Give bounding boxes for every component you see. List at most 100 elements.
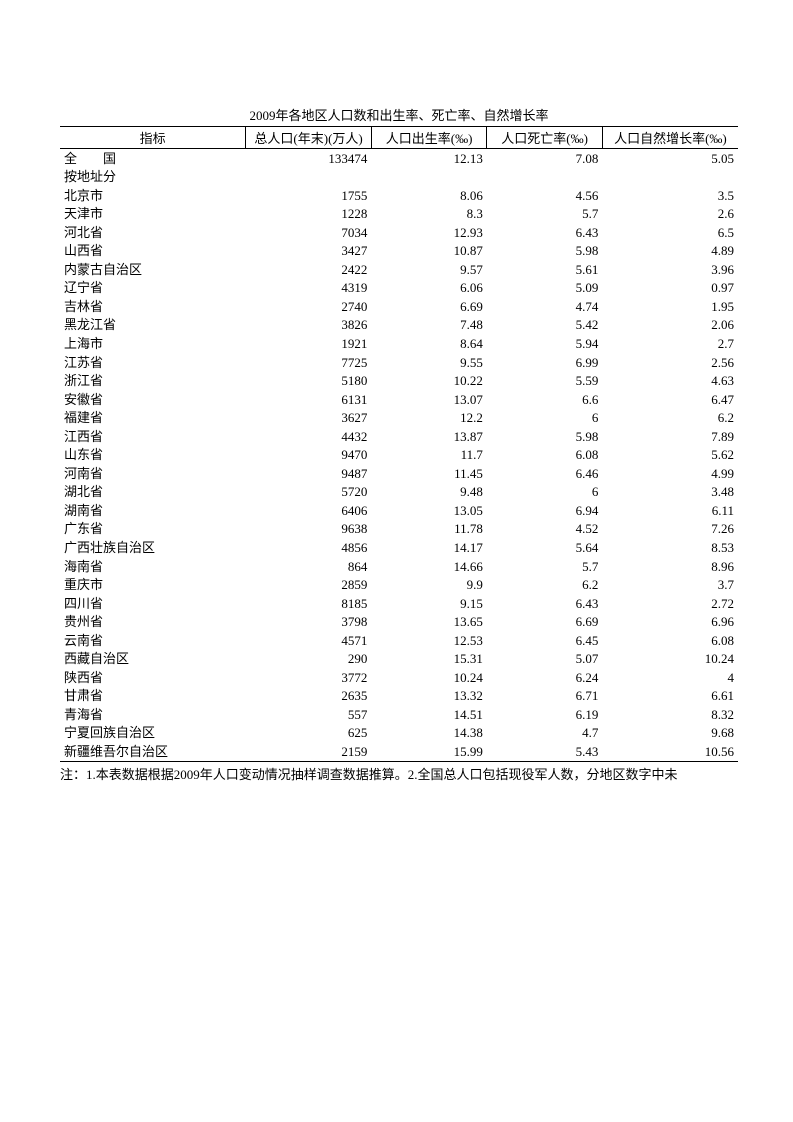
national-growth: 5.05 — [602, 149, 738, 168]
region-cell: 重庆市 — [60, 576, 246, 595]
birth-rate-cell: 15.99 — [371, 743, 487, 762]
table-header-row: 指标 总人口(年末)(万人) 人口出生率(‰) 人口死亡率(‰) 人口自然增长率… — [60, 127, 738, 149]
death-rate-cell: 6.08 — [487, 446, 603, 465]
table-row: 山西省342710.875.984.89 — [60, 242, 738, 261]
growth-rate-cell: 3.7 — [602, 576, 738, 595]
birth-rate-cell: 8.64 — [371, 334, 487, 353]
growth-rate-cell: 1.95 — [602, 297, 738, 316]
population-cell: 2635 — [246, 687, 372, 706]
birth-rate-cell: 8.3 — [371, 205, 487, 224]
birth-rate-cell: 9.48 — [371, 483, 487, 502]
birth-rate-cell: 14.51 — [371, 705, 487, 724]
table-row: 云南省457112.536.456.08 — [60, 631, 738, 650]
national-row: 全 国 133474 12.13 7.08 5.05 — [60, 149, 738, 168]
death-rate-cell: 4.7 — [487, 724, 603, 743]
region-cell: 广西壮族自治区 — [60, 538, 246, 557]
growth-rate-cell: 8.32 — [602, 705, 738, 724]
table-row: 海南省86414.665.78.96 — [60, 557, 738, 576]
population-cell: 6131 — [246, 390, 372, 409]
region-cell: 吉林省 — [60, 297, 246, 316]
birth-rate-cell: 9.9 — [371, 576, 487, 595]
birth-rate-cell: 12.53 — [371, 631, 487, 650]
table-row: 甘肃省263513.326.716.61 — [60, 687, 738, 706]
population-cell: 9487 — [246, 464, 372, 483]
death-rate-cell: 5.61 — [487, 260, 603, 279]
population-cell: 3427 — [246, 242, 372, 261]
region-cell: 陕西省 — [60, 668, 246, 687]
table-row: 西藏自治区29015.315.0710.24 — [60, 650, 738, 669]
population-cell: 7034 — [246, 223, 372, 242]
growth-rate-cell: 9.68 — [602, 724, 738, 743]
population-cell: 2422 — [246, 260, 372, 279]
region-cell: 安徽省 — [60, 390, 246, 409]
population-cell: 3627 — [246, 409, 372, 428]
region-cell: 黑龙江省 — [60, 316, 246, 335]
death-rate-cell: 5.64 — [487, 538, 603, 557]
table-row: 重庆市28599.96.23.7 — [60, 576, 738, 595]
death-rate-cell: 5.7 — [487, 205, 603, 224]
national-label: 全 国 — [60, 149, 246, 168]
table-row: 河南省948711.456.464.99 — [60, 464, 738, 483]
table-row: 陕西省377210.246.244 — [60, 668, 738, 687]
region-cell: 海南省 — [60, 557, 246, 576]
region-cell: 上海市 — [60, 334, 246, 353]
death-rate-cell: 4.56 — [487, 186, 603, 205]
growth-rate-cell: 3.96 — [602, 260, 738, 279]
population-table: 指标 总人口(年末)(万人) 人口出生率(‰) 人口死亡率(‰) 人口自然增长率… — [60, 126, 738, 762]
birth-rate-cell: 13.32 — [371, 687, 487, 706]
death-rate-cell: 4.52 — [487, 520, 603, 539]
region-cell: 河南省 — [60, 464, 246, 483]
table-row: 青海省55714.516.198.32 — [60, 705, 738, 724]
death-rate-cell: 6.24 — [487, 668, 603, 687]
birth-rate-cell: 9.57 — [371, 260, 487, 279]
region-cell: 江西省 — [60, 427, 246, 446]
birth-rate-cell: 12.93 — [371, 223, 487, 242]
growth-rate-cell: 6.61 — [602, 687, 738, 706]
section-row: 按地址分 — [60, 168, 738, 187]
birth-rate-cell: 6.06 — [371, 279, 487, 298]
region-cell: 甘肃省 — [60, 687, 246, 706]
birth-rate-cell: 13.07 — [371, 390, 487, 409]
death-rate-cell: 5.43 — [487, 743, 603, 762]
growth-rate-cell: 2.06 — [602, 316, 738, 335]
growth-rate-cell: 3.48 — [602, 483, 738, 502]
region-cell: 北京市 — [60, 186, 246, 205]
population-cell: 4571 — [246, 631, 372, 650]
growth-rate-cell: 4.63 — [602, 372, 738, 391]
growth-rate-cell: 7.26 — [602, 520, 738, 539]
table-row: 山东省947011.76.085.62 — [60, 446, 738, 465]
growth-rate-cell: 6.08 — [602, 631, 738, 650]
death-rate-cell: 6.43 — [487, 594, 603, 613]
region-cell: 江苏省 — [60, 353, 246, 372]
table-row: 江西省443213.875.987.89 — [60, 427, 738, 446]
growth-rate-cell: 4.99 — [602, 464, 738, 483]
population-cell: 864 — [246, 557, 372, 576]
population-cell: 290 — [246, 650, 372, 669]
population-cell: 4856 — [246, 538, 372, 557]
growth-rate-cell: 4.89 — [602, 242, 738, 261]
table-row: 贵州省379813.656.696.96 — [60, 613, 738, 632]
birth-rate-cell: 10.22 — [371, 372, 487, 391]
population-cell: 3798 — [246, 613, 372, 632]
region-cell: 云南省 — [60, 631, 246, 650]
region-cell: 湖南省 — [60, 501, 246, 520]
death-rate-cell: 5.09 — [487, 279, 603, 298]
death-rate-cell: 6.69 — [487, 613, 603, 632]
growth-rate-cell: 0.97 — [602, 279, 738, 298]
population-cell: 1921 — [246, 334, 372, 353]
table-row: 上海市19218.645.942.7 — [60, 334, 738, 353]
region-cell: 广东省 — [60, 520, 246, 539]
region-cell: 浙江省 — [60, 372, 246, 391]
growth-rate-cell: 10.56 — [602, 743, 738, 762]
region-cell: 辽宁省 — [60, 279, 246, 298]
birth-rate-cell: 10.24 — [371, 668, 487, 687]
table-row: 广西壮族自治区485614.175.648.53 — [60, 538, 738, 557]
population-cell: 2159 — [246, 743, 372, 762]
death-rate-cell: 5.98 — [487, 242, 603, 261]
col-header-population: 总人口(年末)(万人) — [246, 127, 372, 149]
growth-rate-cell: 6.96 — [602, 613, 738, 632]
growth-rate-cell: 2.7 — [602, 334, 738, 353]
growth-rate-cell: 7.89 — [602, 427, 738, 446]
population-cell: 9638 — [246, 520, 372, 539]
population-cell: 2740 — [246, 297, 372, 316]
